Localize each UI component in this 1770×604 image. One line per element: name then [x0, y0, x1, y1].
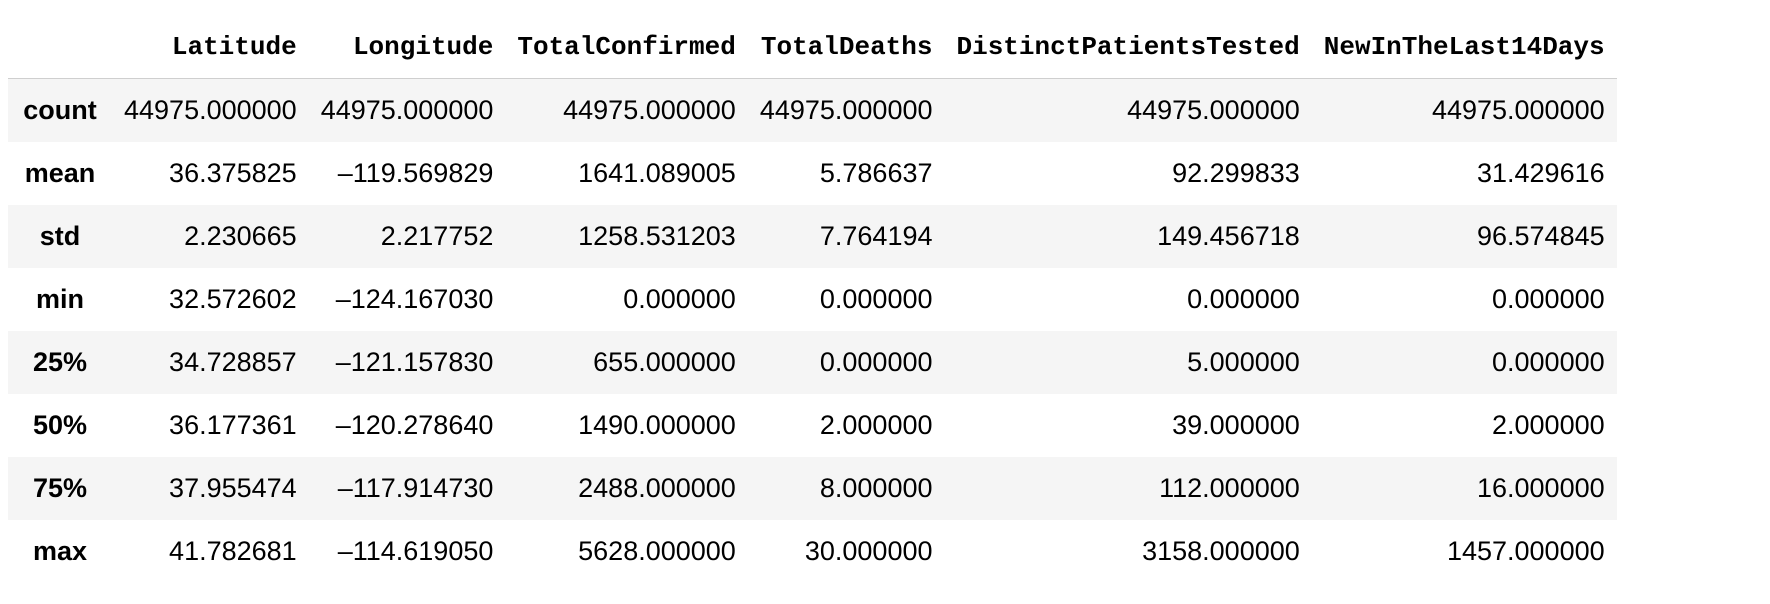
table-cell: 96.574845 [1476, 221, 1605, 251]
table-cell: 1457.000000 [1446, 536, 1605, 566]
column-header-latitude: Latitude [112, 16, 309, 79]
table-cell: 2488.000000 [578, 473, 736, 503]
column-header-total-deaths: TotalDeaths [747, 16, 945, 79]
table-row: min 32.572602 –124.167030 0.000000 0.000000 0… [8, 268, 1617, 331]
row-index-label: max [32, 536, 88, 566]
table-cell: 30.000000 [804, 536, 933, 566]
table-cell: 5.786637 [819, 158, 933, 188]
table-cell: 5.000000 [1187, 347, 1300, 377]
table-cell: 39.000000 [1172, 410, 1300, 440]
column-header-distinct-patients-tested: DistinctPatientsTested [944, 16, 1312, 79]
table-cell: 37.955474 [169, 473, 297, 503]
table-cell: 0.000000 [819, 284, 933, 314]
dataframe-output: Latitude Longitude TotalConfirmed TotalD… [8, 16, 1617, 583]
table-cell: 1258.531203 [578, 221, 736, 251]
table-row: 75% 37.955474 –117.914730 2488.000000 8.0000… [8, 457, 1617, 520]
table-cell: 8.000000 [819, 473, 933, 503]
table-cell: 0.000000 [819, 347, 933, 377]
table-cell: 31.429616 [1476, 158, 1605, 188]
table-cell: 92.299833 [1172, 158, 1300, 188]
table-row: 50% 36.177361 –120.278640 1490.000000 2.0000… [8, 394, 1617, 457]
table-cell: 34.728857 [169, 347, 297, 377]
row-index-label: std [39, 221, 81, 251]
table-row: std 2.230665 2.217752 1258.531203 7.764194 14… [8, 205, 1617, 268]
header-corner [8, 16, 112, 79]
table-cell: 3158.000000 [1142, 536, 1300, 566]
row-index-label: 50% [32, 410, 88, 440]
table-cell: 5628.000000 [578, 536, 736, 566]
table-cell: 44975.000000 [563, 95, 736, 125]
table-cell: 2.230665 [184, 221, 297, 251]
column-header-new-in-last-14-days: NewInTheLast14Days [1311, 16, 1617, 79]
table-cell: 0.000000 [1492, 347, 1605, 377]
row-index-label: 75% [32, 473, 88, 503]
table-cell: 32.572602 [169, 284, 297, 314]
column-header-longitude: Longitude [308, 16, 506, 79]
table-cell: 41.782681 [169, 536, 297, 566]
table-cell: 2.217752 [380, 221, 494, 251]
row-index-label: min [35, 284, 84, 314]
table-cell: 16.000000 [1476, 473, 1605, 503]
row-index-label: 25% [32, 347, 88, 377]
table-cell: 36.375825 [169, 158, 297, 188]
table-cell: –114.619050 [337, 536, 494, 566]
row-index-label: count [23, 95, 97, 125]
table-cell: 0.000000 [623, 284, 736, 314]
table-cell: –124.167030 [335, 284, 494, 314]
header-row: Latitude Longitude TotalConfirmed TotalD… [8, 16, 1617, 79]
row-index-label: mean [24, 158, 96, 188]
table-cell: –119.569829 [337, 158, 494, 188]
table-row: count 44975.000000 44975.000000 44975.00000… [8, 78, 1617, 142]
table-row: 25% 34.728857 –121.157830 655.000000 0.00000… [8, 331, 1617, 394]
describe-table: Latitude Longitude TotalConfirmed TotalD… [8, 16, 1617, 583]
table-cell: 1641.089005 [578, 158, 736, 188]
table-cell: 149.456718 [1157, 221, 1300, 251]
table-cell: 44975.000000 [1431, 95, 1605, 125]
table-row: mean 36.375825 –119.569829 1641.089005 5.786… [8, 142, 1617, 205]
table-cell: 0.000000 [1187, 284, 1300, 314]
table-cell: 44975.000000 [320, 95, 494, 125]
table-cell: 44975.000000 [759, 95, 933, 125]
table-cell: –120.278640 [335, 410, 494, 440]
table-cell: 0.000000 [1492, 284, 1605, 314]
table-cell: –117.914730 [337, 473, 494, 503]
table-cell: –121.157830 [335, 347, 494, 377]
table-cell: 7.764194 [819, 221, 933, 251]
table-cell: 2.000000 [819, 410, 933, 440]
table-cell: 36.177361 [169, 410, 297, 440]
table-header: Latitude Longitude TotalConfirmed TotalD… [8, 16, 1617, 79]
table-row: max 41.782681 –114.619050 5628.000000 30.000… [8, 520, 1617, 583]
table-cell: 2.000000 [1492, 410, 1605, 440]
table-cell: 44975.000000 [1127, 95, 1300, 125]
table-cell: 44975.000000 [124, 95, 297, 125]
column-header-total-confirmed: TotalConfirmed [505, 16, 748, 79]
table-cell: 1490.000000 [578, 410, 736, 440]
table-body: count 44975.000000 44975.000000 44975.00000… [8, 78, 1617, 583]
table-cell: 655.000000 [593, 347, 736, 377]
table-cell: 112.000000 [1159, 473, 1300, 503]
